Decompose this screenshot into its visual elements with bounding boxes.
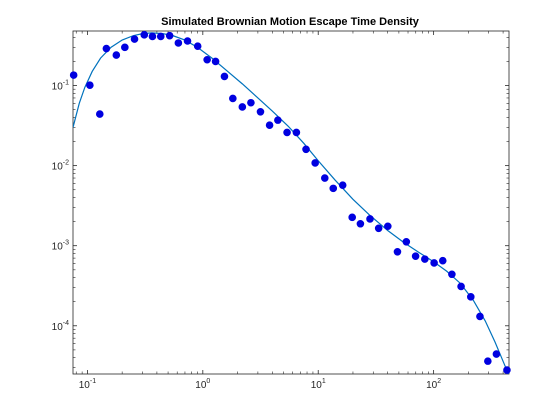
data-point bbox=[348, 213, 357, 222]
data-point bbox=[374, 224, 383, 233]
y-tick-label: 10-2 bbox=[52, 160, 69, 173]
data-point bbox=[338, 181, 347, 189]
data-point bbox=[484, 357, 492, 365]
data-point bbox=[130, 35, 139, 43]
data-point bbox=[503, 366, 511, 374]
chart-title: Simulated Brownian Motion Escape Time De… bbox=[161, 16, 420, 28]
data-point bbox=[102, 44, 111, 53]
data-point bbox=[384, 222, 392, 231]
x-tick-label: 101 bbox=[311, 378, 326, 391]
data-point bbox=[156, 32, 165, 41]
axes-box bbox=[72, 30, 510, 375]
data-point bbox=[457, 282, 465, 291]
data-point bbox=[411, 252, 420, 260]
y-tick-label: 10-4 bbox=[52, 320, 69, 333]
data-point bbox=[329, 184, 338, 193]
data-point bbox=[69, 71, 78, 79]
data-point bbox=[402, 237, 411, 246]
data-point bbox=[430, 259, 438, 267]
data-point bbox=[121, 43, 129, 52]
data-point bbox=[265, 121, 274, 129]
data-point bbox=[203, 55, 211, 64]
data-point bbox=[112, 51, 121, 59]
data-point bbox=[140, 31, 149, 39]
data-point bbox=[393, 247, 402, 256]
data-point bbox=[292, 128, 301, 137]
data-point bbox=[320, 174, 329, 182]
data-point bbox=[476, 312, 484, 321]
data-point bbox=[95, 110, 104, 118]
data-point bbox=[467, 293, 475, 301]
data-point bbox=[229, 94, 237, 103]
x-tick-label: 10-1 bbox=[79, 378, 96, 391]
data-point bbox=[193, 42, 202, 51]
data-point bbox=[283, 128, 291, 137]
data-point bbox=[247, 98, 255, 107]
data-point bbox=[366, 215, 374, 223]
data-point bbox=[356, 219, 365, 228]
data-point bbox=[492, 350, 501, 358]
data-point bbox=[438, 256, 447, 265]
data-point bbox=[86, 81, 94, 90]
data-point bbox=[148, 32, 157, 41]
data-point bbox=[311, 159, 319, 167]
data-point bbox=[211, 57, 220, 66]
plot-area: 10-1 100 101 102 10-4 10-3 10-2 10-1 bbox=[52, 30, 511, 391]
x-tick-label: 102 bbox=[426, 378, 441, 391]
data-point bbox=[174, 39, 183, 47]
data-point bbox=[183, 37, 192, 45]
data-point bbox=[220, 72, 229, 81]
data-point bbox=[165, 31, 174, 40]
y-tick-label: 10-3 bbox=[52, 240, 69, 253]
data-point bbox=[238, 103, 247, 111]
y-tick-label: 10-1 bbox=[52, 80, 69, 93]
data-point bbox=[274, 116, 282, 124]
data-point bbox=[448, 270, 456, 279]
data-point bbox=[421, 255, 429, 263]
data-point bbox=[256, 108, 265, 116]
data-point bbox=[302, 145, 310, 154]
x-tick-label: 100 bbox=[195, 378, 210, 391]
